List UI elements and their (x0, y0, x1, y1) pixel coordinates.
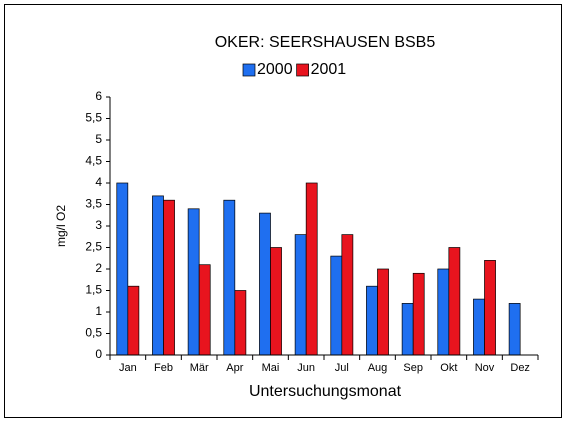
chart-border (4, 4, 562, 418)
bar (484, 260, 496, 356)
x-tick-label: Sep (403, 362, 423, 374)
legend-label: 2000 (257, 61, 293, 78)
bar (198, 264, 211, 356)
bar (152, 195, 164, 356)
x-tick-label: Apr (226, 362, 243, 374)
bar (234, 290, 247, 356)
y-tick-label: 6 (95, 89, 102, 103)
bar (163, 199, 175, 356)
bar (448, 247, 461, 356)
y-axis-label: mg/l O2 (54, 205, 68, 247)
bar (127, 285, 140, 356)
bar (116, 182, 129, 356)
y-tick-label: 2,5 (85, 240, 102, 254)
bar (401, 303, 414, 356)
x-tick-label: Okt (440, 362, 457, 374)
y-tick-label: 1,5 (85, 283, 102, 297)
x-tick-label: Aug (368, 362, 388, 374)
x-tick-label: Dez (510, 362, 530, 374)
bar (341, 234, 354, 356)
y-tick-label: 1 (95, 304, 102, 318)
bar (187, 208, 200, 356)
y-tick-label: 4 (95, 175, 102, 189)
bar (259, 212, 271, 356)
y-tick-label: 3 (95, 218, 102, 232)
bar (223, 199, 236, 356)
y-tick-label: 3,5 (85, 197, 102, 211)
legend-swatch (296, 63, 309, 77)
bar (294, 234, 307, 356)
bar (366, 285, 378, 356)
y-tick-label: 5 (95, 132, 102, 146)
x-tick-label: Feb (154, 362, 173, 374)
bar (412, 272, 425, 356)
y-tick-label: 2 (95, 261, 102, 275)
x-axis-label: Untersuchungsmonat (249, 383, 402, 400)
x-tick-label: Mär (190, 362, 209, 374)
x-tick-label: Jan (119, 362, 137, 374)
legend-swatch (242, 63, 256, 77)
y-tick-label: 4,5 (85, 154, 102, 168)
legend-label: 2001 (311, 61, 347, 78)
x-tick-label: Jun (297, 362, 315, 374)
y-tick-label: 5,5 (85, 111, 102, 125)
bar (270, 247, 282, 356)
chart-title: OKER: SEERSHAUSEN BSB5 (215, 34, 436, 51)
y-tick-label: 0 (95, 347, 102, 361)
bar (508, 303, 521, 356)
x-tick-label: Jul (335, 362, 349, 374)
y-tick-label: 0,5 (85, 326, 102, 340)
x-tick-label: Mai (262, 362, 280, 374)
bar (377, 268, 389, 356)
bar (330, 255, 343, 356)
bar (305, 182, 318, 356)
bar (473, 298, 485, 356)
bar (437, 268, 450, 356)
x-tick-label: Nov (475, 362, 495, 374)
